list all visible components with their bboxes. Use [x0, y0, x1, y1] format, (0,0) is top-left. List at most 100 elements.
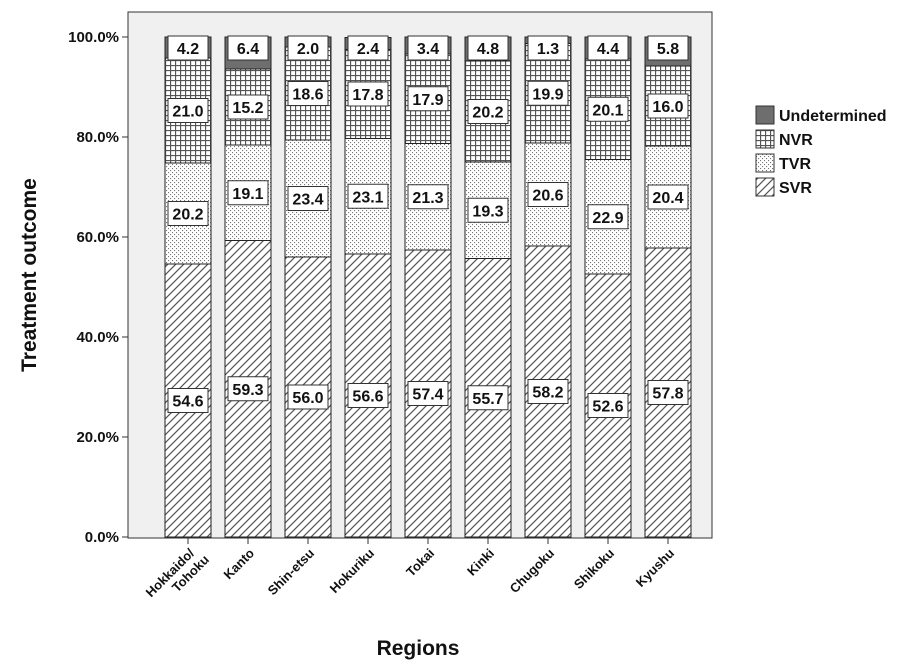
legend-label-tvr: TVR — [779, 156, 811, 173]
data-label-box — [287, 35, 329, 61]
data-label-undetermined-3: 2.0 — [297, 41, 319, 58]
data-label-box — [347, 383, 389, 408]
data-label-nvr-3: 18.6 — [292, 87, 323, 104]
data-label-nvr-4: 17.8 — [352, 87, 383, 104]
data-label-box — [227, 94, 269, 120]
x-tick-label-2: Kanto — [220, 545, 257, 582]
data-label-box — [647, 380, 689, 405]
data-label-box — [167, 388, 209, 413]
y-axis-title: Treatment outcome — [18, 178, 41, 372]
data-label-nvr-2: 15.2 — [232, 100, 263, 117]
data-label-nvr-8: 20.1 — [592, 102, 623, 119]
data-label-undetermined-4: 2.4 — [357, 41, 379, 58]
data-label-box — [527, 80, 569, 106]
data-label-svr-6: 55.7 — [472, 391, 503, 408]
data-label-tvr-6: 19.3 — [472, 203, 503, 220]
data-label-box — [227, 180, 269, 206]
x-tick-label-9: Kyushu — [633, 545, 677, 589]
x-tick-label-8: Shikoku — [571, 545, 617, 591]
data-label-box — [587, 393, 629, 418]
legend-swatch-svr — [755, 177, 775, 197]
data-label-tvr-4: 23.1 — [352, 189, 383, 206]
data-label-box — [407, 381, 449, 406]
data-label-box — [587, 204, 629, 230]
data-label-box — [347, 35, 389, 61]
data-label-tvr-8: 22.9 — [592, 210, 623, 227]
data-label-box — [467, 197, 509, 223]
data-label-svr-8: 52.6 — [592, 399, 623, 416]
y-tick-label-6: 100.0% — [68, 29, 119, 46]
data-label-box — [467, 35, 509, 61]
data-label-box — [347, 183, 389, 209]
data-label-undetermined-8: 4.4 — [597, 41, 619, 58]
data-label-box — [407, 35, 449, 61]
data-label-box — [287, 81, 329, 106]
data-label-nvr-9: 16.0 — [652, 99, 683, 116]
data-label-nvr-6: 20.2 — [472, 105, 503, 122]
data-label-svr-2: 59.3 — [232, 382, 263, 399]
data-label-svr-7: 58.2 — [532, 385, 563, 402]
data-label-svr-4: 56.6 — [352, 389, 383, 406]
legend-swatch-undetermined — [755, 105, 775, 125]
data-label-nvr-7: 19.9 — [532, 86, 563, 103]
data-label-box — [467, 385, 509, 411]
legend-label-svr: SVR — [779, 180, 812, 197]
data-label-undetermined-1: 4.2 — [177, 41, 199, 58]
data-label-nvr-1: 21.0 — [172, 104, 203, 121]
data-label-box — [167, 201, 209, 226]
y-tick-label-3: 40.0% — [76, 329, 119, 346]
data-label-svr-3: 56.0 — [292, 390, 323, 407]
legend-label-undetermined: Undetermined — [779, 108, 887, 125]
data-label-undetermined-7: 1.3 — [537, 41, 559, 58]
x-tick-label-1: Hokkaido/Tohoku — [143, 541, 212, 610]
data-label-tvr-2: 19.1 — [232, 186, 263, 203]
data-label-box — [407, 184, 449, 210]
y-tick-label-1: 0.0% — [85, 529, 119, 546]
x-tick-label-5: Tokai — [403, 546, 437, 580]
data-label-tvr-3: 23.4 — [292, 192, 323, 209]
x-tick-label-7: Chugoku — [507, 545, 557, 595]
data-label-box — [647, 35, 689, 61]
x-tick-label-4: Hokuriku — [327, 545, 377, 595]
y-tick-label-4: 60.0% — [76, 229, 119, 246]
x-axis-title: Regions — [377, 637, 460, 660]
data-label-undetermined-6: 4.8 — [477, 41, 499, 58]
data-label-box — [227, 376, 269, 402]
data-label-svr-1: 54.6 — [172, 394, 203, 411]
data-label-box — [227, 35, 269, 61]
data-label-tvr-5: 21.3 — [412, 190, 443, 207]
x-tick-label-3: Shin-etsu — [265, 545, 318, 598]
data-label-box — [527, 182, 569, 207]
data-label-box — [287, 186, 329, 211]
data-label-undetermined-9: 5.8 — [657, 41, 679, 58]
data-label-box — [527, 35, 569, 61]
data-label-box — [587, 96, 629, 122]
legend: Undetermined NVR TVR SVR — [755, 105, 887, 197]
data-label-tvr-9: 20.4 — [652, 190, 683, 207]
legend-swatch-tvr — [755, 153, 775, 173]
data-label-box — [647, 93, 689, 119]
data-label-box — [647, 184, 689, 210]
data-label-nvr-5: 17.9 — [412, 92, 443, 109]
data-label-box — [587, 35, 629, 61]
data-label-svr-9: 57.8 — [652, 386, 683, 403]
y-tick-label-5: 80.0% — [76, 129, 119, 146]
data-label-box — [167, 35, 209, 61]
data-label-tvr-1: 20.2 — [172, 207, 203, 224]
data-label-box — [527, 379, 569, 404]
data-label-box — [407, 86, 449, 112]
data-label-undetermined-5: 3.4 — [417, 41, 439, 58]
legend-label-nvr: NVR — [779, 132, 813, 149]
data-label-undetermined-2: 6.4 — [237, 41, 259, 58]
data-labels-layer: 54.6 20.2 21.0 4.2 59.3 19.1 15.2 6.4 56.0 23.4 18… — [167, 35, 689, 418]
data-label-box — [347, 81, 389, 107]
x-tick-label-6: Kinki — [464, 546, 497, 579]
data-label-box — [467, 99, 509, 124]
legend-swatch-nvr — [755, 129, 775, 149]
y-tick-label-2: 20.0% — [76, 429, 119, 446]
data-label-tvr-7: 20.6 — [532, 188, 563, 205]
data-label-box — [287, 384, 329, 410]
data-label-svr-5: 57.4 — [412, 387, 443, 404]
